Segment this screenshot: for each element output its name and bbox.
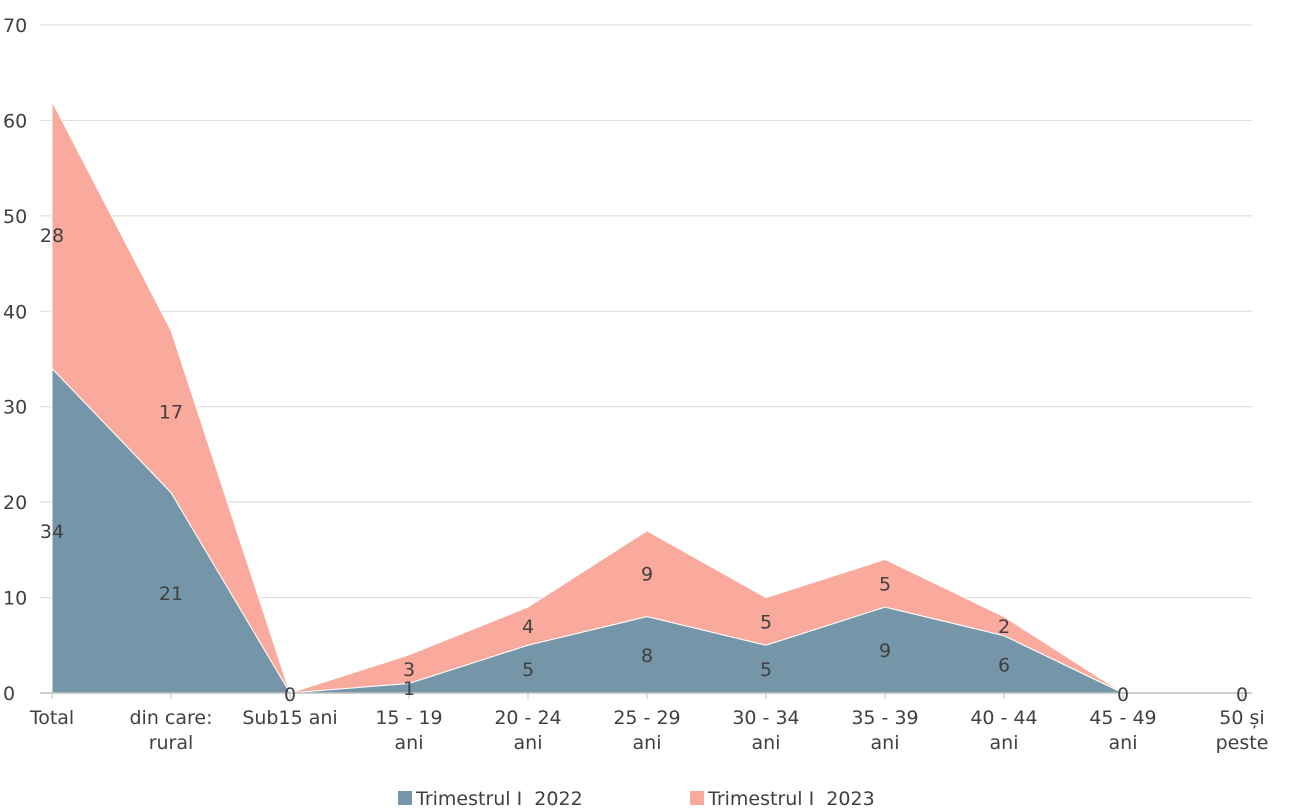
x-tick-label-line: ani (395, 732, 424, 754)
x-tick-label: 20 - 24 ani (494, 707, 561, 754)
data-label-2022: 34 (40, 521, 64, 543)
y-tick-label: 20 (3, 492, 27, 514)
data-label-2023: 5 (879, 573, 891, 595)
y-tick-label: 40 (3, 301, 27, 323)
data-label-2023: 9 (641, 564, 653, 586)
legend-label: Trimestrul I 2022 (415, 788, 583, 810)
x-tick-label-line: rural (149, 732, 194, 754)
x-tick-label: Sub15 ani (242, 707, 337, 729)
x-tick-label-line: ani (990, 732, 1019, 754)
x-tick-label: 50 și peste (1216, 707, 1269, 754)
y-tick-label: 60 (3, 110, 27, 132)
data-label-2022: 5 (760, 659, 772, 681)
x-tick-label: din care: rural (130, 707, 213, 754)
data-label-2022: 6 (998, 654, 1010, 676)
gridlines (40, 24, 1252, 599)
x-tick-label-line: ani (514, 732, 543, 754)
x-tick-label: 30 - 34 ani (732, 707, 799, 754)
y-tick-label: 0 (3, 683, 15, 705)
x-tick-label-line: ani (633, 732, 662, 754)
x-tick-label-line: 20 - 24 (494, 707, 561, 729)
data-label-zero: 0 (1117, 684, 1129, 706)
x-tick-label-line: 40 - 44 (970, 707, 1037, 729)
legend: Trimestrul I 2022 Trimestrul I 2023 (398, 788, 875, 810)
y-tick-label: 50 (3, 206, 27, 228)
data-labels: 34 28 21 17 0 13 5 4 8 9 5 5 9 5 6 2 0 0 (40, 225, 1248, 706)
data-label-2022: 8 (641, 645, 653, 667)
x-tick-label: 45 - 49 ani (1089, 707, 1156, 754)
data-label-2022: 21 (159, 583, 183, 605)
data-label-2023: 4 (522, 616, 534, 638)
data-label-2022: 9 (879, 640, 891, 662)
legend-swatch (398, 791, 412, 805)
legend-label: Trimestrul I 2023 (707, 788, 875, 810)
x-tick-label: Total (29, 707, 74, 729)
data-label-2023: 3 (403, 659, 415, 681)
x-tick-label-line: 30 - 34 (732, 707, 799, 729)
x-tick-label-line: 25 - 29 (613, 707, 680, 729)
x-tick-label-line: din care: (130, 707, 213, 729)
y-tick-label: 10 (3, 588, 27, 610)
x-tick-label-line: 50 și (1219, 707, 1264, 729)
data-label-2023: 17 (159, 401, 183, 423)
x-tick-label-line: ani (871, 732, 900, 754)
series-areas (51, 101, 1124, 694)
x-tick-label-line: ani (752, 732, 781, 754)
x-tick-label: 25 - 29 ani (613, 707, 680, 754)
x-tick-label-line: 45 - 49 (1089, 707, 1156, 729)
y-axis: 0 10 20 30 40 50 60 70 (3, 15, 27, 705)
x-tick-label-line: 35 - 39 (851, 707, 918, 729)
x-tick-label: 15 - 19 ani (375, 707, 442, 754)
data-label-zero: 0 (284, 684, 296, 706)
x-tick-label-line: ani (1109, 732, 1138, 754)
data-label-2023: 2 (998, 616, 1010, 638)
x-tick-label-line: Sub15 ani (242, 707, 337, 729)
data-label-2022: 5 (522, 659, 534, 681)
data-label-2023: 28 (40, 225, 64, 247)
x-tick-label: 35 - 39 ani (851, 707, 918, 754)
x-tick-label-line: 15 - 19 (375, 707, 442, 729)
x-tick-label-line: peste (1216, 732, 1269, 754)
data-label-zero: 0 (1236, 684, 1248, 706)
data-label-2022: 1 (403, 678, 415, 700)
y-tick-label: 70 (3, 15, 27, 37)
data-label-2023: 5 (760, 611, 772, 633)
x-tick-label-line: Total (29, 707, 74, 729)
x-tick-label: 40 - 44 ani (970, 707, 1037, 754)
legend-swatch (690, 791, 704, 805)
y-tick-label: 30 (3, 397, 27, 419)
